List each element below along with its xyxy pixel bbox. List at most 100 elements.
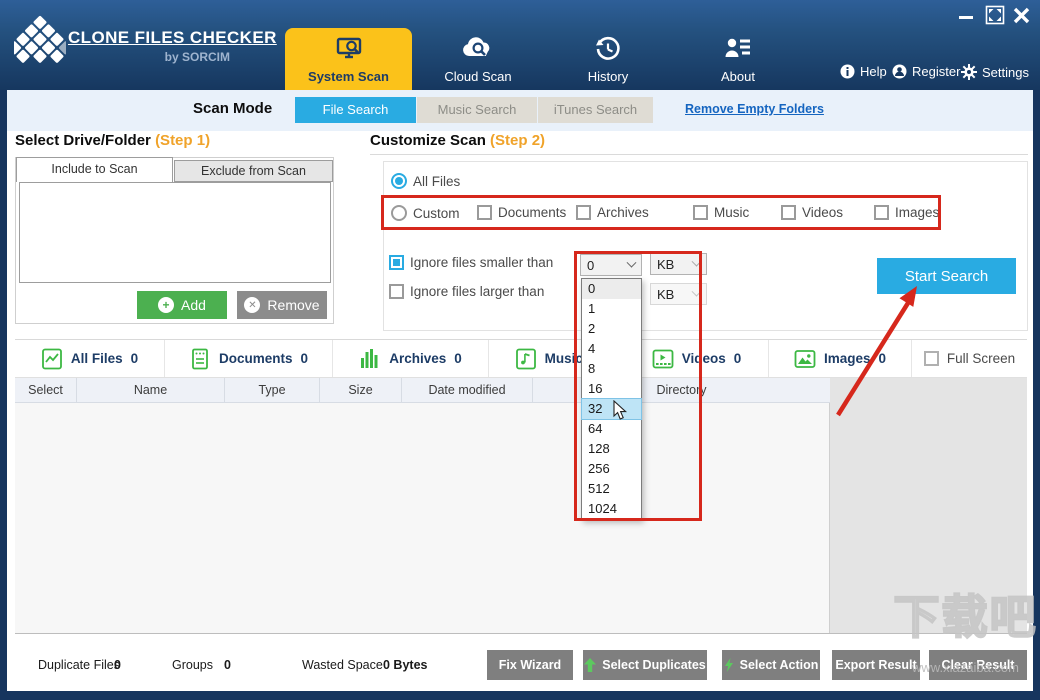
customize-panel-title: Customize Scan (Step 2) — [370, 132, 545, 149]
music-option[interactable]: Music — [693, 205, 749, 220]
tab-images[interactable]: Images 0 — [769, 340, 912, 377]
clear-result-button[interactable]: Clear Result — [929, 650, 1027, 680]
tab-label: Videos — [681, 351, 726, 366]
help-button[interactable]: Help — [840, 64, 887, 79]
dropdown-option[interactable]: 64 — [588, 421, 603, 436]
header-bar: CLONE FILES CHECKER by SORCIM System Sca… — [0, 0, 1040, 90]
user-icon — [892, 64, 907, 79]
tab-file-search[interactable]: File Search — [295, 97, 416, 123]
checkbox-documents[interactable] — [477, 205, 492, 220]
ignore-smaller-option[interactable]: Ignore files smaller than — [389, 255, 553, 270]
videos-option[interactable]: Videos — [781, 205, 843, 220]
register-button[interactable]: Register — [892, 64, 960, 79]
tab-label: Documents — [218, 351, 293, 366]
dropdown-option[interactable]: 128 — [588, 441, 610, 456]
dropdown-option[interactable]: 2 — [588, 321, 596, 336]
dropdown-option[interactable]: 512 — [588, 481, 610, 496]
radio-custom[interactable] — [391, 205, 407, 221]
nav-tab-about[interactable]: About — [688, 30, 788, 84]
images-option[interactable]: Images — [874, 205, 939, 220]
full-screen-label: Full Screen — [946, 351, 1016, 366]
unit-dropdown-large[interactable]: KB — [650, 283, 707, 305]
select-duplicates-button[interactable]: Select Duplicates — [583, 650, 707, 680]
start-search-button[interactable]: Start Search — [877, 258, 1016, 294]
export-result-button[interactable]: Export Result — [832, 650, 920, 680]
full-screen-checkbox[interactable] — [923, 351, 939, 366]
remove-button[interactable]: ✕ Remove — [237, 291, 327, 319]
tab-label: Archives — [389, 351, 447, 366]
checkbox-videos[interactable] — [781, 205, 796, 220]
tab-count: 0 — [454, 351, 462, 366]
select-action-button[interactable]: Select Action — [722, 650, 820, 680]
app-title: CLONE FILES CHECKER — [68, 28, 277, 47]
fix-wizard-button[interactable]: Fix Wizard — [487, 650, 573, 680]
nav-tab-cloud-scan[interactable]: Cloud Scan — [428, 30, 528, 84]
chevron-down-icon — [691, 256, 702, 267]
ignore-larger-label: Ignore files larger than — [410, 284, 545, 299]
folder-listbox[interactable] — [19, 182, 331, 283]
radio-all-files[interactable] — [391, 173, 407, 189]
minimize-button[interactable] — [956, 4, 976, 31]
history-icon — [596, 36, 620, 60]
close-button[interactable] — [1010, 4, 1034, 33]
dropdown-option-hovered[interactable]: 32 — [581, 398, 642, 420]
cloud-search-icon — [463, 37, 490, 56]
dropdown-option[interactable]: 1 — [588, 301, 596, 316]
tab-include-to-scan[interactable]: Include to Scan — [16, 157, 173, 182]
full-screen-option[interactable]: Full Screen — [912, 340, 1027, 377]
chevron-down-icon — [691, 286, 702, 297]
all-files-option[interactable]: All Files — [391, 173, 460, 189]
checkbox-music[interactable] — [693, 205, 708, 220]
tab-exclude-from-scan[interactable]: Exclude from Scan — [174, 160, 333, 182]
results-bottom-border — [15, 633, 1027, 634]
drive-title-text: Select Drive/Folder — [15, 132, 151, 149]
tab-music-search[interactable]: Music Search — [417, 97, 537, 123]
custom-option[interactable]: Custom — [391, 205, 460, 221]
checkbox-archives[interactable] — [576, 205, 591, 220]
chevron-down-icon — [626, 257, 637, 268]
dropdown-option[interactable]: 4 — [588, 341, 596, 356]
tab-videos[interactable]: Videos 0 — [625, 340, 769, 377]
tab-label: All Files — [70, 351, 123, 366]
column-header-name[interactable]: Name — [77, 378, 225, 402]
app-subtitle: by SORCIM — [164, 50, 230, 64]
checkbox-images[interactable] — [874, 205, 889, 220]
dropdown-option[interactable]: 256 — [588, 461, 610, 476]
archives-option[interactable]: Archives — [576, 205, 649, 220]
documents-option[interactable]: Documents — [477, 205, 566, 220]
up-arrow-icon — [584, 658, 597, 672]
size-dropdown-list[interactable]: 0 1 2 4 8 16 32 64 128 256 512 1024 — [581, 278, 642, 520]
size-dropdown[interactable]: 0 — [580, 254, 642, 276]
checkbox-ignore-smaller[interactable] — [389, 255, 404, 270]
tab-all-files[interactable]: All Files 0 — [15, 340, 165, 377]
nav-tab-system-scan[interactable]: System Scan — [285, 28, 412, 90]
remove-empty-folders-link[interactable]: Remove Empty Folders — [685, 102, 824, 116]
column-header-size[interactable]: Size — [320, 378, 402, 402]
dropdown-option[interactable]: 0 — [582, 279, 641, 299]
tab-itunes-search[interactable]: iTunes Search — [538, 97, 653, 123]
column-header-date-modified[interactable]: Date modified — [402, 378, 533, 402]
videos-icon — [652, 349, 674, 368]
tab-documents[interactable]: Documents 0 — [165, 340, 333, 377]
add-button[interactable]: + Add — [137, 291, 227, 319]
maximize-button[interactable] — [984, 4, 1006, 31]
ignore-larger-option[interactable]: Ignore files larger than — [389, 284, 544, 299]
nav-tab-history[interactable]: History — [558, 30, 658, 84]
column-header-directory[interactable]: Directory — [656, 383, 707, 397]
dropdown-option[interactable]: 8 — [588, 361, 596, 376]
maximize-icon — [985, 5, 1005, 25]
videos-label: Videos — [802, 205, 844, 220]
window-border-right — [1033, 90, 1040, 700]
dropdown-option[interactable]: 16 — [588, 381, 603, 396]
results-table-body[interactable] — [15, 403, 830, 633]
column-header-select[interactable]: Select — [15, 378, 77, 402]
checkbox-ignore-larger[interactable] — [389, 284, 404, 299]
tab-archives[interactable]: Archives 0 — [333, 340, 489, 377]
unit-dropdown-small[interactable]: KB — [650, 253, 707, 275]
tab-count: 0 — [300, 351, 309, 366]
window-border-left — [0, 90, 7, 700]
settings-button[interactable]: Settings — [961, 64, 1029, 80]
dropdown-option[interactable]: 1024 — [588, 501, 617, 516]
column-header-type[interactable]: Type — [225, 378, 320, 402]
remove-label: Remove — [267, 297, 320, 313]
